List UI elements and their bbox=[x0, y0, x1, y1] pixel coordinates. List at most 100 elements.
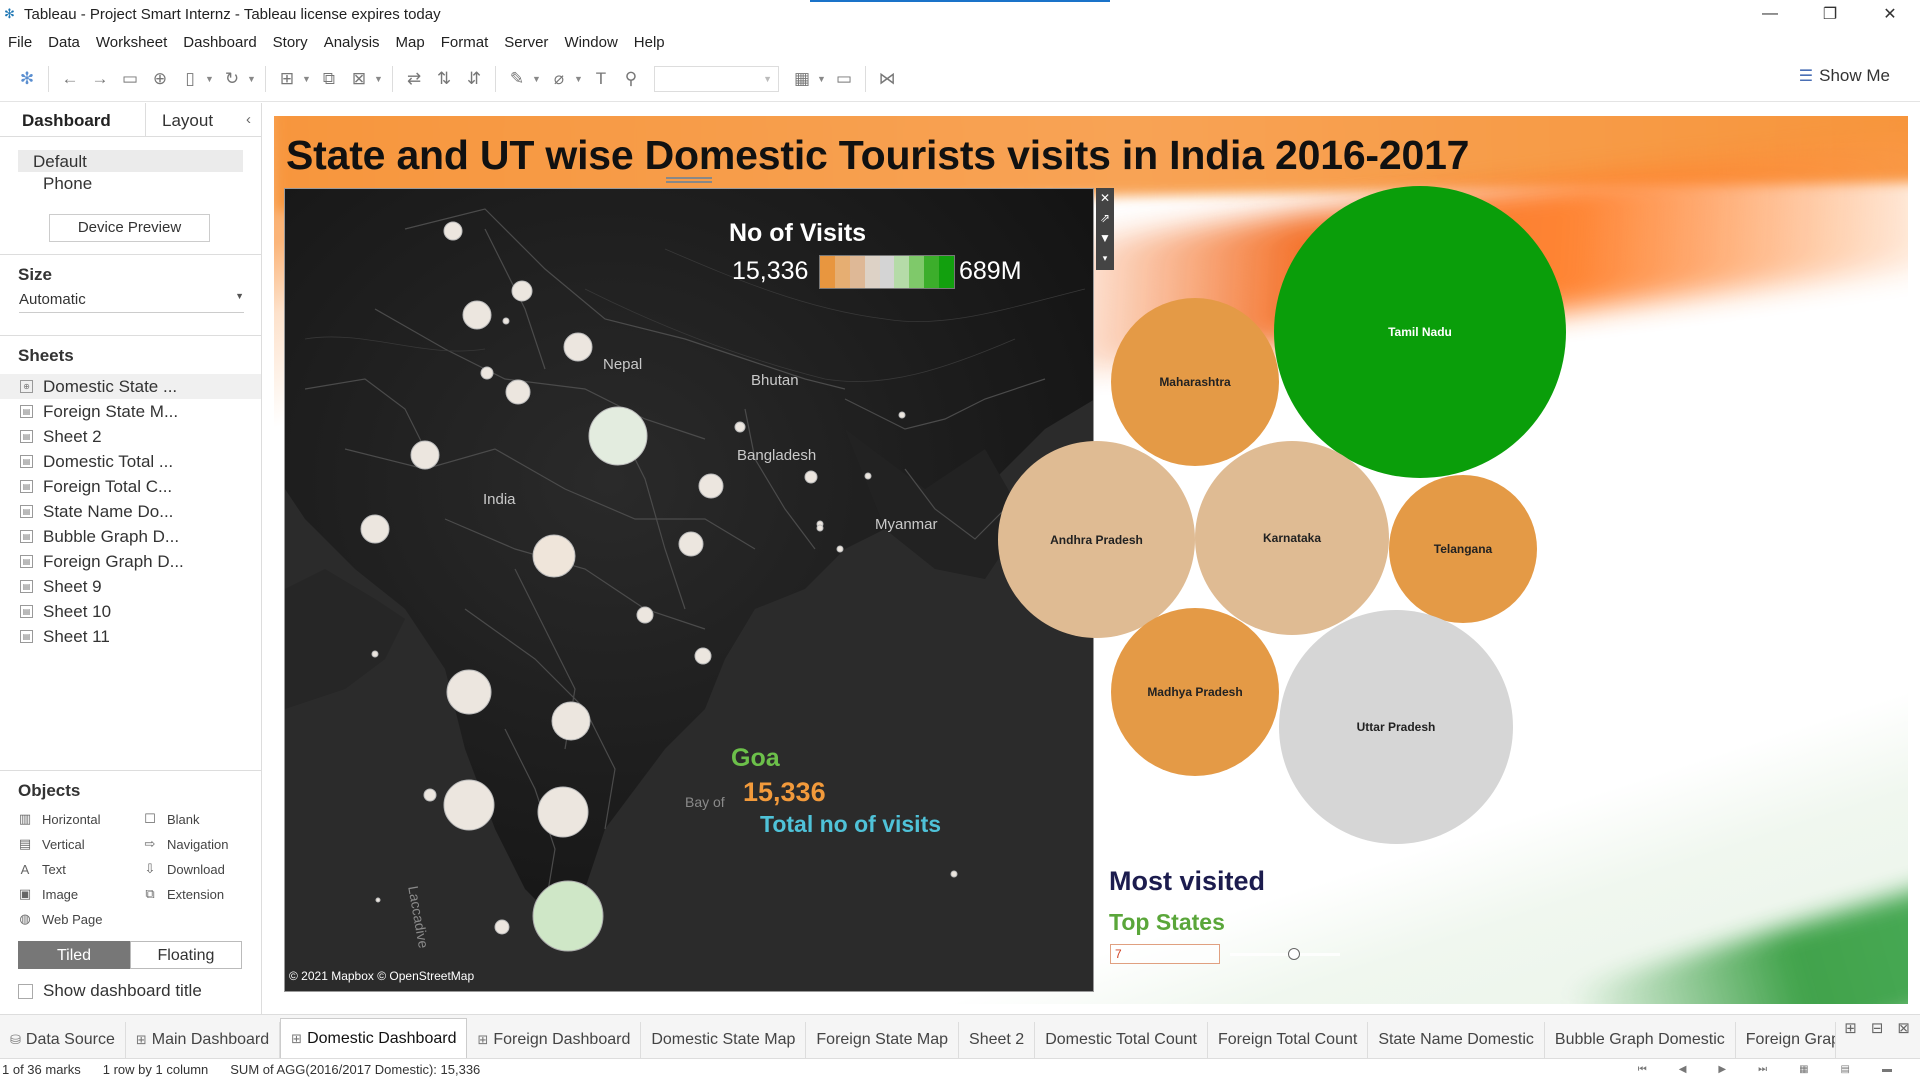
sheet-item[interactable]: ⊕ Domestic State ... bbox=[0, 374, 261, 399]
object-download[interactable]: ⇩ Download bbox=[143, 859, 263, 879]
close-icon[interactable]: ✕ bbox=[1883, 6, 1897, 23]
tiled-toggle[interactable]: Tiled bbox=[18, 941, 130, 969]
sheet-item[interactable]: ▤ Foreign Total C... bbox=[0, 474, 261, 499]
sheet-item[interactable]: ▤ State Name Do... bbox=[0, 499, 261, 524]
top-states-slider[interactable] bbox=[1230, 953, 1340, 956]
labels-icon[interactable]: T bbox=[595, 68, 607, 88]
filmstrip-icon[interactable]: ▤ bbox=[1840, 1064, 1850, 1075]
remove-icon[interactable]: ✕ bbox=[1099, 191, 1111, 205]
menu-map[interactable]: Map bbox=[395, 33, 425, 51]
menu-format[interactable]: Format bbox=[440, 33, 489, 51]
object-vertical[interactable]: ▤ Vertical bbox=[18, 834, 143, 854]
menu-analysis[interactable]: Analysis bbox=[323, 33, 380, 51]
top-states-input[interactable]: 7 bbox=[1110, 944, 1220, 964]
last-sheet-icon[interactable]: ⏭ bbox=[1758, 1064, 1768, 1075]
menu-help[interactable]: Help bbox=[633, 33, 665, 51]
object-web-page[interactable]: ◍ Web Page bbox=[18, 909, 143, 929]
menu-dashboard[interactable]: Dashboard bbox=[183, 33, 257, 51]
device-preview-button[interactable]: Device Preview bbox=[49, 214, 210, 242]
new-worksheet-icon[interactable]: ⊞ bbox=[279, 68, 295, 88]
collapse-icon[interactable]: ‹ bbox=[246, 111, 251, 128]
show-me-button[interactable]: ☰ Show Me bbox=[1799, 66, 1890, 86]
sheet-item[interactable]: ▤ Sheet 11 bbox=[0, 624, 261, 649]
tab-foreign-total-count[interactable]: Foreign Total Count bbox=[1208, 1022, 1369, 1058]
menu-story[interactable]: Story bbox=[272, 33, 308, 51]
device-default[interactable]: Default bbox=[18, 150, 243, 172]
object-extension[interactable]: ⧉ Extension bbox=[143, 884, 263, 904]
sheet-item[interactable]: ▤ Sheet 2 bbox=[0, 424, 261, 449]
filter-icon[interactable]: ▼ bbox=[1099, 231, 1111, 245]
restore-icon[interactable]: ❐ bbox=[1822, 6, 1838, 23]
pin-icon[interactable]: ⚲ bbox=[624, 68, 638, 88]
size-dropdown[interactable]: Automatic ▼ bbox=[19, 291, 244, 313]
more-options-icon[interactable]: ▾ bbox=[1102, 253, 1108, 263]
new-data-source-icon[interactable]: ⊕ bbox=[152, 68, 168, 88]
bubble-madhya-pradesh[interactable]: Madhya Pradesh bbox=[1111, 608, 1279, 776]
clear-sheet-icon[interactable]: ⊠ bbox=[351, 68, 367, 88]
new-dashboard-tab-icon[interactable]: ⊟ bbox=[1870, 1020, 1884, 1037]
show-title-checkbox[interactable] bbox=[18, 983, 33, 999]
bubble-uttar-pradesh[interactable]: Uttar Pradesh bbox=[1279, 610, 1513, 844]
save-icon[interactable]: ▭ bbox=[121, 68, 139, 88]
fit-select[interactable]: ▼ bbox=[654, 65, 779, 92]
india-map[interactable]: Nepal Bhutan Bangladesh India Myanmar Ba… bbox=[284, 188, 1094, 992]
share-icon[interactable]: ⋈ bbox=[878, 68, 896, 88]
start-page-icon[interactable]: ✻ bbox=[19, 68, 35, 88]
menu-worksheet[interactable]: Worksheet bbox=[95, 33, 168, 51]
bubble-karnataka[interactable]: Karnataka bbox=[1195, 441, 1389, 635]
undo-icon[interactable]: ← bbox=[61, 68, 79, 88]
tab-bubble-graph-domestic[interactable]: Bubble Graph Domestic bbox=[1545, 1022, 1736, 1058]
first-sheet-icon[interactable]: ⏮ bbox=[1637, 1064, 1647, 1075]
bubble-andhra-pradesh[interactable]: Andhra Pradesh bbox=[998, 441, 1195, 638]
menu-file[interactable]: File bbox=[8, 33, 33, 51]
prev-sheet-icon[interactable]: ◀ bbox=[1678, 1064, 1687, 1075]
sheet-item[interactable]: ▤ Bubble Graph D... bbox=[0, 524, 261, 549]
bubble-telangana[interactable]: Telangana bbox=[1389, 475, 1537, 623]
bubble-maharashtra[interactable]: Maharashtra bbox=[1111, 298, 1279, 466]
sort-descending-icon[interactable]: ⇵ bbox=[466, 68, 482, 88]
show-cards-icon[interactable]: ▦ bbox=[793, 68, 811, 88]
floating-toggle[interactable]: Floating bbox=[130, 941, 242, 969]
tab-domestic-state-map[interactable]: Domestic State Map bbox=[641, 1022, 807, 1058]
minimize-icon[interactable]: — bbox=[1762, 5, 1778, 22]
tab-foreign-state-map[interactable]: Foreign State Map bbox=[806, 1022, 960, 1058]
device-phone[interactable]: Phone bbox=[43, 174, 93, 193]
tabs-view-icon[interactable]: ▬ bbox=[1882, 1064, 1892, 1075]
tab-sheet-2[interactable]: Sheet 2 bbox=[959, 1022, 1036, 1058]
tab-layout[interactable]: Layout bbox=[162, 111, 214, 130]
menu-server[interactable]: Server bbox=[504, 33, 549, 51]
go-to-sheet-icon[interactable]: ⇗ bbox=[1099, 211, 1111, 225]
pause-updates-icon[interactable]: ▯ bbox=[185, 68, 195, 88]
swap-icon[interactable]: ⇄ bbox=[406, 68, 422, 88]
tab-foreign-dashboard[interactable]: ⊞ Foreign Dashboard bbox=[467, 1022, 642, 1058]
object-blank[interactable]: ☐ Blank bbox=[143, 809, 263, 829]
group-icon[interactable]: ⌀ bbox=[553, 68, 565, 88]
tab-state-name-domestic[interactable]: State Name Domestic bbox=[1368, 1022, 1545, 1058]
tab-domestic-dashboard[interactable]: ⊞ Domestic Dashboard bbox=[280, 1018, 468, 1058]
menu-data[interactable]: Data bbox=[48, 33, 80, 51]
new-worksheet-tab-icon[interactable]: ⊞ bbox=[1844, 1020, 1857, 1037]
sheet-item[interactable]: ▤ Domestic Total ... bbox=[0, 449, 261, 474]
tab-main-dashboard[interactable]: ⊞ Main Dashboard bbox=[126, 1022, 281, 1058]
object-navigation[interactable]: ⇨ Navigation bbox=[143, 834, 263, 854]
next-sheet-icon[interactable]: ▶ bbox=[1718, 1064, 1727, 1075]
sheet-item[interactable]: ▤ Foreign State M... bbox=[0, 399, 261, 424]
object-text[interactable]: A Text bbox=[18, 859, 143, 879]
show-title-row[interactable]: Show dashboard title bbox=[18, 981, 262, 1001]
sheet-item[interactable]: ▤ Sheet 10 bbox=[0, 599, 261, 624]
tab-domestic-total-count[interactable]: Domestic Total Count bbox=[1035, 1022, 1208, 1058]
highlight-icon[interactable]: ✎ bbox=[509, 68, 525, 88]
sheet-item[interactable]: ▤ Foreign Graph D... bbox=[0, 549, 261, 574]
presentation-icon[interactable]: ▭ bbox=[835, 68, 853, 88]
tab-data-source[interactable]: ⛁ Data Source bbox=[0, 1022, 126, 1058]
sheet-item[interactable]: ▤ Sheet 9 bbox=[0, 574, 261, 599]
sort-ascending-icon[interactable]: ⇅ bbox=[436, 68, 452, 88]
top-states-slider-knob[interactable] bbox=[1288, 948, 1300, 960]
tab-foreign-graph[interactable]: Foreign Grap bbox=[1736, 1022, 1836, 1058]
menu-window[interactable]: Window bbox=[564, 33, 618, 51]
refresh-icon[interactable]: ↻ bbox=[224, 68, 240, 88]
new-story-tab-icon[interactable]: ⊠ bbox=[1897, 1020, 1910, 1037]
drag-handle[interactable] bbox=[666, 177, 712, 183]
bubble-tamil-nadu[interactable]: Tamil Nadu bbox=[1274, 186, 1566, 478]
sheet-sorter-icon[interactable]: ▦ bbox=[1799, 1064, 1809, 1075]
